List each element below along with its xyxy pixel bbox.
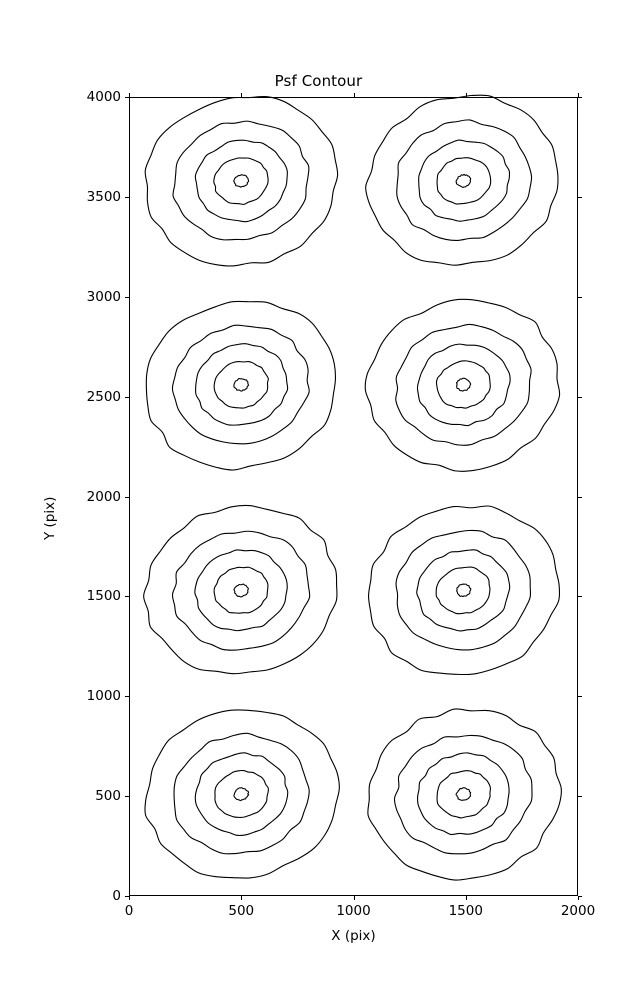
y-axis-tick-label: 2500: [86, 388, 121, 405]
x-axis-tick: [129, 896, 130, 900]
x-axis-label: X (pix): [331, 928, 376, 944]
y-axis-tick-label: 4000: [86, 89, 121, 105]
contour-level-line: [368, 505, 561, 676]
contour-level-line: [365, 94, 559, 266]
x-axis-tick: [578, 93, 579, 97]
contour-plot-layer: [143, 94, 562, 881]
y-axis-tick-label: 1500: [86, 588, 121, 605]
contour-level-line: [233, 583, 249, 598]
y-axis-tick: [125, 396, 129, 398]
contour-level-line: [173, 732, 310, 855]
contour-level-line: [456, 583, 472, 598]
psf-contour-source: [145, 300, 337, 471]
x-axis-tick-label: 2000: [560, 903, 596, 919]
x-axis-tick-label: 0: [124, 903, 134, 919]
contour-level-line: [416, 752, 510, 836]
contour-level-line: [233, 378, 250, 392]
psf-contour-source: [144, 709, 340, 879]
plot-title: Psf Contour: [274, 72, 363, 90]
contour-level-line: [436, 157, 492, 205]
y-axis-tick-label: 0: [112, 888, 121, 904]
y-axis-tick: [125, 896, 129, 897]
x-axis-tick: [129, 93, 130, 97]
y-axis-tick: [125, 796, 129, 798]
y-axis-tick-label: 1000: [86, 688, 121, 705]
x-axis-tick: [241, 896, 243, 900]
y-axis-tick: [125, 196, 129, 198]
y-axis-tick: [578, 896, 582, 897]
contour-level-line: [145, 300, 337, 471]
x-axis-tick-label: 1500: [448, 903, 483, 919]
contour-level-line: [144, 96, 339, 267]
psf-contour-source: [365, 94, 559, 266]
y-axis-tick-label: 500: [95, 788, 121, 805]
contour-level-line: [436, 770, 492, 819]
contour-level-line: [393, 734, 533, 855]
x-axis-tick: [353, 93, 355, 97]
psf-contour-source: [367, 708, 562, 881]
contour-level-line: [214, 769, 269, 818]
contour-level-line: [233, 174, 250, 188]
y-axis-tick: [578, 396, 582, 398]
x-axis-tick-label: 500: [228, 903, 255, 919]
contour-level-line: [395, 323, 532, 446]
contour-level-line: [143, 504, 338, 675]
plot-axes: 0 500 1000 1500 2000 2500 3000 3500 4000 0 500 1000…: [87, 89, 596, 919]
psf-contour-source: [364, 298, 561, 472]
psf-contour-source: [143, 504, 338, 675]
y-axis-label: Y (pix): [42, 496, 58, 540]
contour-level-line: [194, 752, 289, 836]
contour-level-line: [367, 708, 562, 881]
x-axis-tick: [465, 93, 467, 97]
y-axis-tick: [578, 796, 582, 798]
y-axis-tick: [578, 296, 582, 298]
contour-level-line: [455, 787, 472, 801]
contour-level-line: [435, 566, 491, 615]
y-axis-tick: [578, 196, 582, 198]
y-axis-tick: [578, 97, 582, 98]
contour-level-line: [194, 139, 288, 223]
contour-level-line: [194, 549, 288, 632]
y-axis-tick-label: 3500: [86, 188, 121, 205]
contour-level-line: [395, 529, 532, 651]
contour-level-line: [213, 157, 269, 205]
contour-level-line: [171, 324, 310, 445]
y-axis-tick: [125, 696, 129, 698]
contour-level-line: [364, 298, 561, 472]
y-axis-tick: [125, 296, 129, 298]
y-axis-tick-label: 3000: [86, 288, 121, 305]
contour-level-line: [144, 709, 340, 879]
contour-level-line: [416, 343, 511, 427]
y-axis-tick: [125, 596, 129, 598]
contour-level-line: [396, 119, 533, 241]
psf-contour-source: [368, 505, 561, 676]
psf-contour-source: [144, 96, 339, 267]
contour-level-line: [455, 377, 472, 392]
contour-level-line: [418, 139, 511, 222]
x-axis-tick-label: 1000: [336, 903, 371, 919]
contour-level-line: [213, 360, 269, 409]
y-axis-tick: [125, 496, 129, 498]
y-axis-tick: [125, 97, 129, 98]
y-axis-tick: [578, 496, 582, 498]
y-axis-tick-label: 2000: [86, 488, 121, 505]
contour-level-line: [172, 120, 310, 241]
x-axis-tick: [578, 896, 579, 900]
contour-level-line: [171, 530, 311, 651]
x-axis-tick: [465, 896, 467, 900]
y-axis-tick: [578, 596, 582, 598]
contour-level-line: [195, 343, 289, 426]
contour-level-line: [213, 566, 269, 614]
x-axis-tick: [241, 93, 243, 97]
contour-level-line: [233, 787, 250, 802]
y-axis-tick: [578, 696, 582, 698]
contour-level-line: [416, 549, 511, 632]
contour-level-line: [435, 360, 491, 409]
x-axis-tick: [353, 896, 355, 900]
contour-level-line: [455, 173, 472, 188]
